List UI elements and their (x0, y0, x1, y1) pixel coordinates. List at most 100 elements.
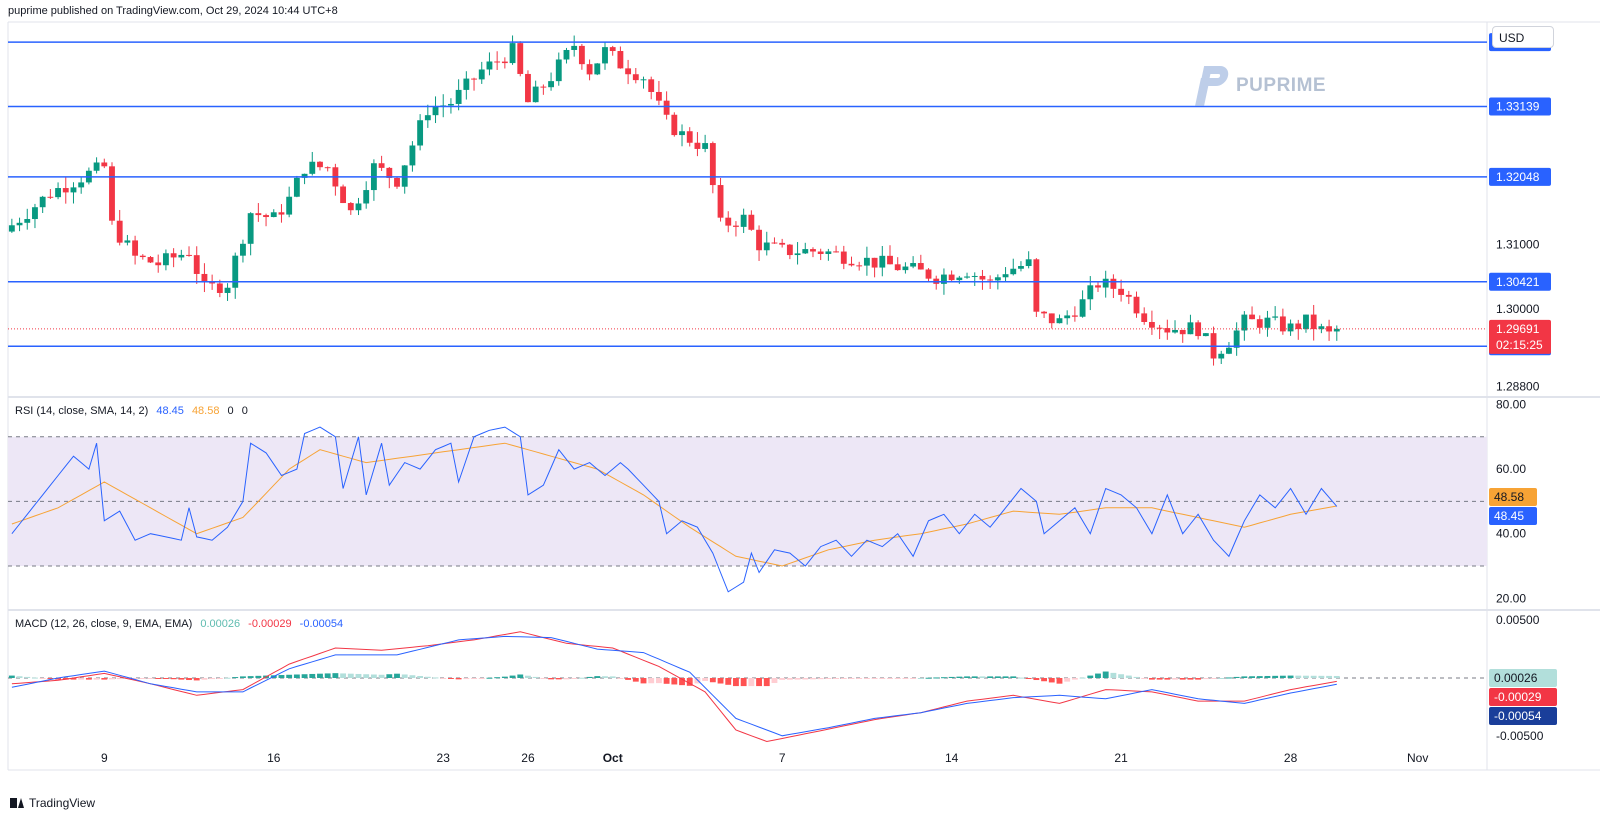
candle (301, 173, 308, 185)
candle (478, 61, 485, 84)
candle (178, 249, 185, 261)
time-tick-label: Oct (603, 751, 623, 765)
level-tag-bg (1489, 97, 1551, 116)
macd-hist-bar (1087, 675, 1094, 678)
macd-hist-bar (1033, 678, 1040, 681)
macd-hist-bar (24, 676, 31, 678)
candle-body (1118, 288, 1125, 295)
candle-body (1195, 322, 1202, 337)
candle (640, 76, 647, 89)
macd-hist-bar (578, 677, 585, 679)
macd-hist-bar (786, 678, 793, 680)
candle (917, 254, 924, 270)
candle (894, 257, 901, 271)
candle-body (856, 265, 863, 267)
time-tick-label: 21 (1114, 751, 1128, 765)
candle-body (93, 162, 100, 171)
candle-body (232, 255, 239, 288)
candle-body (340, 186, 347, 204)
candle (548, 72, 554, 91)
candle (55, 182, 61, 200)
candle-body (740, 214, 747, 227)
candle-body (78, 182, 85, 188)
price-tick-label: 1.31000 (1496, 237, 1540, 251)
tradingview-footer[interactable]: TradingView (10, 796, 95, 810)
macd-hist-bar (1241, 676, 1248, 678)
candle-body (1102, 278, 1109, 288)
candle (1303, 314, 1309, 333)
macd-hist-bar (1326, 675, 1333, 678)
time-tick-label: 16 (267, 751, 281, 765)
candle (501, 57, 508, 69)
macd-hist-bar (363, 674, 370, 678)
macd-hist-bar (979, 676, 986, 678)
candle-body (617, 51, 624, 69)
macd-hist-bar (39, 678, 46, 679)
candle (70, 182, 77, 204)
candle-body (594, 63, 601, 75)
candle (494, 51, 501, 70)
macd-hist-bar (833, 678, 840, 679)
macd-hist-bar (278, 675, 285, 678)
candle-body (324, 167, 331, 169)
macd-legend[interactable]: MACD (12, 26, close, 9, EMA, EMA) 0.0002… (15, 618, 348, 630)
macd-hist-bar (240, 676, 246, 678)
macd-hist-bar (1218, 678, 1225, 679)
macd-hist-bar (663, 678, 670, 684)
macd-hist-bar (563, 678, 570, 680)
macd-hist-bar (871, 678, 878, 679)
macd-hist-bar (1264, 675, 1271, 678)
macd-hist-bar (840, 678, 847, 679)
candle-body (247, 213, 254, 244)
candle-body (278, 212, 285, 215)
candle-body (709, 143, 716, 186)
candle (1333, 325, 1340, 341)
candle (1110, 274, 1117, 299)
macd-hist-bar (1064, 678, 1071, 682)
candle (871, 257, 878, 278)
candle-body (224, 287, 231, 293)
candle (840, 245, 847, 270)
price-tick-label: 1.30000 (1496, 302, 1540, 316)
currency-selector[interactable]: USD (1492, 26, 1554, 48)
macd-hist-bar (856, 678, 863, 679)
macd-hist-bar (571, 678, 578, 679)
candle-body (455, 89, 462, 104)
macd-hist-bar (216, 678, 223, 679)
macd-hist-bar (440, 678, 447, 679)
candle (1079, 290, 1086, 318)
candle (1272, 306, 1279, 321)
candle (417, 114, 424, 151)
macd-hist-tag-label: 0.00026 (1494, 671, 1538, 685)
candle (609, 45, 616, 56)
macd-hist-bar (432, 677, 439, 679)
macd-hist-bar (763, 678, 770, 687)
candle-body (655, 91, 662, 101)
candle (394, 177, 400, 189)
candles (8, 35, 1340, 366)
macd-hist-bar (817, 678, 824, 680)
macd-hist-bar (109, 678, 115, 680)
macd-hist-bar (725, 678, 732, 685)
rsi-tag-label: 48.45 (1494, 509, 1524, 523)
candle (517, 41, 524, 77)
rsi-line (11, 426, 1338, 593)
watermark-text: PUPRIME (1236, 75, 1327, 96)
macd-hist-bar (987, 676, 994, 678)
rsi-legend[interactable]: RSI (14, close, SMA, 14, 2) 48.45 48.58 … (15, 405, 253, 417)
macd-hist-bar (78, 678, 85, 680)
macd-hist-bar (879, 678, 886, 679)
candle-body (1256, 319, 1263, 328)
macd-hist-bar (648, 678, 655, 684)
macd-hist-bar (224, 677, 231, 679)
candle (902, 262, 909, 274)
macd-legend-title: MACD (12, 26, close, 9, EMA, EMA) (15, 618, 193, 630)
macd-hist-bar (162, 678, 169, 679)
macd-hist-bar (494, 677, 501, 679)
time-tick-label: 9 (101, 751, 108, 765)
candle-body (1172, 329, 1178, 333)
macd-hist-bar (602, 676, 608, 678)
candle-body (1218, 353, 1225, 359)
macd-hist-bar (1141, 678, 1148, 679)
